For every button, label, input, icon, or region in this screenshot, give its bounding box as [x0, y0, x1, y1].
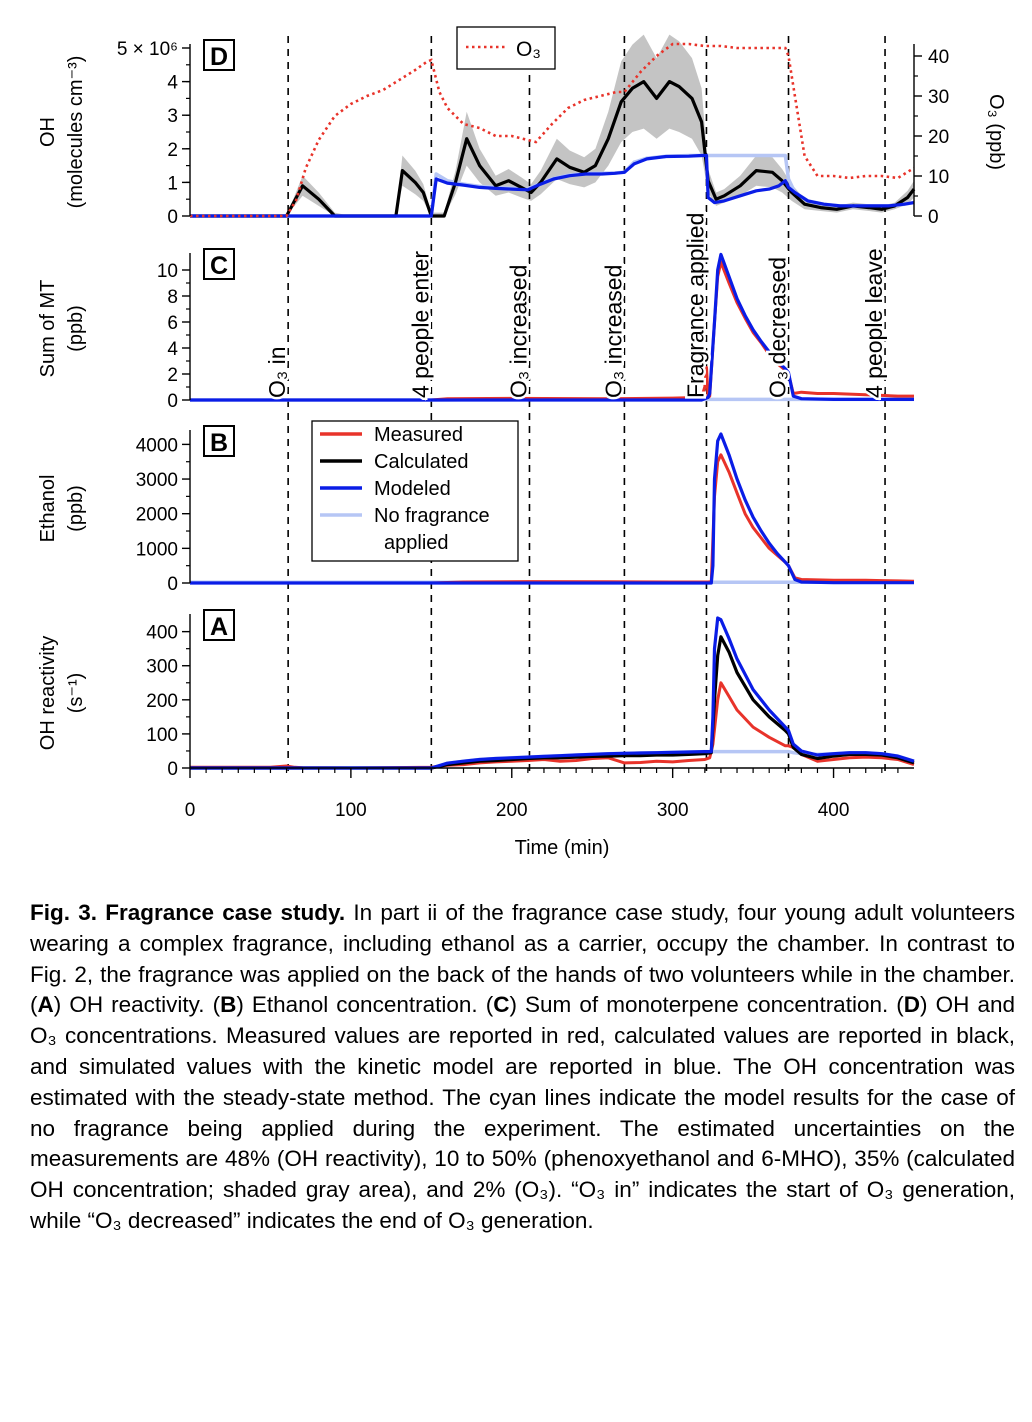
event-label-4-people-leave: 4 people leave: [861, 248, 887, 398]
panel-A-y-label: OH reactivity: [37, 636, 59, 750]
caption-title: Fragrance case study.: [105, 900, 346, 925]
x-tick-label: 100: [335, 800, 367, 821]
event-label-o-increased: O₃ increased: [600, 265, 626, 398]
panel-C-y-tick-label: 10: [157, 261, 178, 282]
panel-B-line-measured: [190, 453, 915, 585]
legend-label-no-fragrance-applied-2: applied: [384, 532, 449, 554]
caption-ref-d: D: [903, 992, 921, 1018]
panel-C-y-label-units: (ppb): [65, 305, 87, 352]
panel-D-letter: D: [210, 43, 228, 71]
figure-caption: Fig. 3. Fragrance case study. In part ii…: [30, 898, 1015, 1237]
legend-label-calculated: Calculated: [374, 451, 469, 473]
panel-D-y-tick-label: 4: [167, 73, 178, 94]
event-label-o-increased: O₃ increased: [505, 265, 531, 398]
series-layer: [190, 42, 916, 770]
panel-A-y-tick-label: 200: [146, 691, 178, 712]
panel-C-line-measured: [190, 260, 914, 402]
panel-D-y-tick-label: 3: [167, 106, 178, 127]
panel-C-y-tick-label: 4: [167, 339, 178, 360]
o3-legend-label: O₃: [516, 38, 541, 61]
axes-layer: [182, 44, 922, 778]
x-tick-label: 0: [185, 800, 196, 821]
panel-B-y-label: Ethanol: [37, 475, 59, 543]
panel-D-right-tick-label: 30: [928, 87, 949, 108]
caption-ref-a: A: [37, 992, 54, 1018]
caption-ref-b: B: [220, 992, 237, 1018]
panel-B-y-label-units: (ppb): [65, 485, 87, 532]
panel-D-y-tick-label: 0: [167, 207, 178, 228]
panel-D-line-o3: [190, 42, 915, 218]
panel-D-y-label: OH: [37, 117, 59, 147]
panel-B-line-modeled: [190, 432, 914, 585]
panel-D-right-axis-label: O₃ (ppb): [985, 94, 1007, 170]
panel-C-y-tick-label: 8: [167, 287, 178, 308]
caption-ref-c: C: [493, 992, 510, 1018]
panel-D-line-calculated: [190, 80, 916, 218]
panel-D-right-tick-label: 20: [928, 127, 949, 148]
panel-D-right-tick-label: 40: [928, 47, 949, 68]
panel-C-y-label: Sum of MT: [37, 280, 59, 378]
caption-figno: Fig. 3.: [30, 900, 97, 925]
panel-C-y-tick-label: 2: [167, 365, 178, 386]
panel-B-y-tick-label: 1000: [136, 539, 178, 560]
legend-label-measured: Measured: [374, 424, 463, 446]
panel-A-line-modeled: [190, 616, 915, 770]
panel-A-letter-box: [203, 609, 235, 641]
panel-A-letter: A: [210, 613, 228, 641]
panel-B-y-tick-label: 0: [167, 574, 178, 595]
panel-D-right-tick-label: 10: [928, 167, 949, 188]
legend-box: [311, 420, 519, 562]
x-axis-label: Time (min): [515, 837, 610, 859]
event-lines-layer: [287, 36, 886, 776]
panel-B-letter-box: [203, 425, 235, 457]
panel-D-y-tick-label: 5 × 10⁶: [117, 39, 178, 60]
caption-body-4: ) Sum of monoterpene concentration. (: [509, 992, 904, 1018]
panel-D-line-modeled: [190, 153, 915, 218]
caption-body-2: ) OH reactivity. (: [53, 992, 221, 1018]
event-label-o-in: O₃ in: [264, 346, 290, 398]
panel-C-y-tick-label: 6: [167, 313, 178, 334]
panel-A-y-tick-label: 400: [146, 623, 178, 644]
panel-D-y-label-units: (molecules cm⁻³): [65, 56, 87, 209]
event-label-4-people-enter: 4 people enter: [407, 251, 433, 398]
panel-A-y-label-units: (s⁻¹): [65, 673, 87, 714]
panel-B-y-tick-label: 3000: [136, 470, 178, 491]
event-label-o-decreased: O₃ decreased: [765, 257, 791, 398]
x-tick-label: 300: [657, 800, 689, 821]
caption-body-5: ) OH and O₃ concentrations. Measured val…: [30, 992, 1015, 1233]
event-label-fragrance-applied: Fragrance applied: [682, 213, 708, 398]
panel-D-y-tick-label: 2: [167, 140, 178, 161]
panel-A-y-tick-label: 300: [146, 657, 178, 678]
panel-C-y-tick-label: 0: [167, 391, 178, 412]
legend-label-no-fragrance-applied: No fragrance: [374, 505, 490, 527]
caption-body-1: In part ii of the fragrance case study, …: [30, 900, 1015, 1018]
panel-D-right-tick-label: 0: [928, 207, 939, 228]
panel-C-letter: C: [210, 252, 228, 280]
legend-layer: Measured Calculated Modeled No fragrance app…: [311, 26, 556, 562]
panel-C-line-modeled: [190, 252, 914, 402]
panel-D-letter-box: [203, 39, 235, 71]
panel-B-y-tick-label: 2000: [136, 505, 178, 526]
panel-A-y-tick-label: 0: [167, 759, 178, 780]
panel-D-y-tick-label: 1: [167, 173, 178, 194]
panel-B-letter: B: [210, 429, 228, 457]
x-tick-label: 200: [496, 800, 528, 821]
panel-A-line-calculated: [190, 635, 915, 770]
caption-body-3: ) Ethanol concentration. (: [236, 992, 494, 1018]
panel-C-letter-box: [203, 248, 235, 280]
panel-B-y-tick-label: 4000: [136, 435, 178, 456]
panel-A-y-tick-label: 100: [146, 725, 178, 746]
legend-label-modeled: Modeled: [374, 478, 451, 500]
x-tick-label: 400: [818, 800, 850, 821]
